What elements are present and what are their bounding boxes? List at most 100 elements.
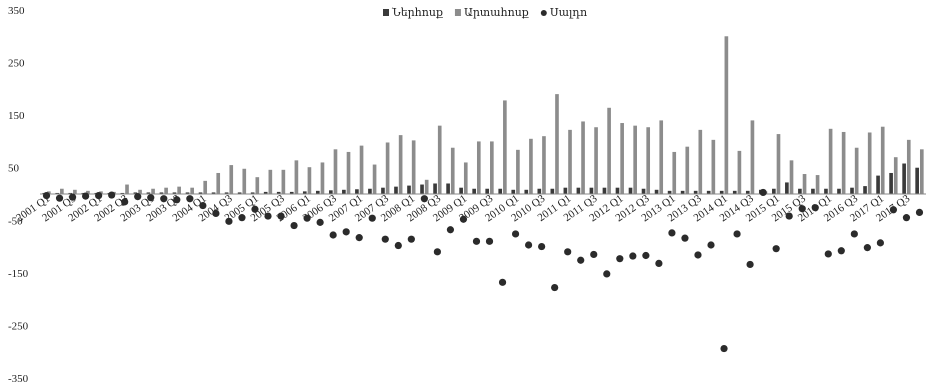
bar-inflow: [915, 167, 919, 194]
bar-outflow: [542, 136, 546, 194]
bar-inflow: [863, 186, 867, 194]
point-balance: [420, 195, 428, 203]
bar-inflow: [732, 190, 737, 194]
legend-label: Սալդո: [550, 7, 587, 19]
bar-inflow: [433, 183, 437, 194]
point-balance: [394, 241, 402, 250]
point-balance: [863, 244, 871, 252]
point-balance: [902, 214, 911, 222]
bar-inflow: [198, 192, 203, 194]
bar-inflow: [485, 188, 490, 194]
bar-inflow: [680, 190, 685, 194]
bar-outflow: [893, 157, 898, 194]
bar-inflow: [889, 172, 893, 194]
bar-inflow: [811, 188, 815, 194]
bar-outflow: [633, 125, 637, 194]
bar-inflow: [407, 185, 411, 194]
point-balance: [889, 206, 898, 214]
bar-inflow: [824, 188, 828, 194]
bar-outflow: [450, 147, 455, 194]
bar-inflow: [693, 190, 698, 194]
point-balance: [511, 230, 520, 238]
point-balance: [238, 214, 246, 222]
bar-inflow: [537, 188, 542, 194]
point-balance: [629, 252, 637, 260]
bar-inflow: [576, 187, 581, 194]
bar-inflow: [211, 192, 216, 194]
legend-marker-balance: [540, 10, 547, 16]
bar-inflow: [745, 190, 750, 194]
bar-outflow: [672, 151, 677, 194]
bar-inflow: [524, 189, 529, 194]
point-balance: [551, 283, 559, 292]
point-balance: [720, 344, 728, 353]
point-balance: [668, 229, 676, 237]
point-balance: [68, 193, 77, 201]
bar-inflow: [263, 191, 268, 194]
bar-inflow: [550, 188, 555, 194]
point-balance: [616, 255, 624, 263]
point-balance: [642, 251, 650, 260]
point-balance: [264, 212, 272, 220]
bar-outflow: [463, 162, 468, 194]
legend-marker-outflow: [454, 9, 461, 16]
bar-outflow: [411, 140, 416, 194]
y-tick-label: 150: [8, 110, 25, 122]
bar-inflow: [120, 192, 125, 194]
bar-outflow: [620, 123, 624, 194]
point-balance: [186, 195, 194, 203]
bar-outflow: [880, 126, 885, 194]
bar-outflow: [698, 129, 703, 194]
point-balance: [316, 218, 324, 226]
bar-inflow: [654, 189, 659, 194]
point-balance: [212, 209, 220, 218]
bar-inflow: [615, 187, 620, 194]
bar-inflow: [342, 189, 346, 194]
bar-inflow: [641, 188, 646, 194]
point-balance: [446, 226, 455, 234]
bar-outflow: [724, 36, 729, 195]
bar-outflow: [841, 131, 846, 194]
point-balance: [355, 234, 363, 242]
y-tick-label: 350: [8, 5, 25, 17]
bar-outflow: [164, 187, 168, 194]
bar-inflow: [237, 192, 242, 194]
bar-outflow: [268, 169, 273, 194]
bars: [42, 36, 924, 195]
bar-inflow: [224, 192, 229, 194]
point-balance: [121, 198, 129, 206]
bar-inflow: [667, 190, 672, 194]
point-balance: [837, 247, 845, 255]
bar-outflow: [307, 167, 312, 194]
point-balance: [42, 191, 51, 200]
point-balance: [772, 245, 780, 253]
legend-label: Արտահոսք: [464, 7, 529, 19]
bar-outflow: [594, 127, 598, 194]
bar-outflow: [490, 141, 494, 194]
bar-outflow: [151, 188, 155, 194]
bar-outflow: [346, 151, 351, 194]
bar-inflow: [315, 190, 320, 194]
bar-outflow: [737, 150, 742, 194]
bar-outflow: [776, 134, 781, 194]
point-balance: [342, 228, 350, 236]
point-balance: [525, 241, 533, 249]
bar-outflow: [555, 94, 559, 194]
point-balance: [850, 230, 858, 238]
bar-outflow: [646, 127, 651, 194]
bar-inflow: [902, 163, 906, 194]
bar-outflow: [476, 141, 481, 194]
bar-outflow: [320, 162, 325, 194]
bar-outflow: [385, 142, 390, 194]
legend-label: Ներհոսք: [391, 7, 443, 19]
point-balance: [681, 234, 689, 242]
bar-outflow: [138, 189, 142, 194]
legend: Ներհոսք Արտահոսք Սալդո: [383, 7, 587, 19]
bar-inflow: [498, 188, 503, 194]
point-balance: [694, 251, 702, 259]
y-tick-label: -350: [8, 373, 29, 385]
legend-marker-inflow: [383, 9, 389, 16]
bar-inflow: [133, 192, 138, 194]
bar-inflow: [459, 187, 463, 194]
